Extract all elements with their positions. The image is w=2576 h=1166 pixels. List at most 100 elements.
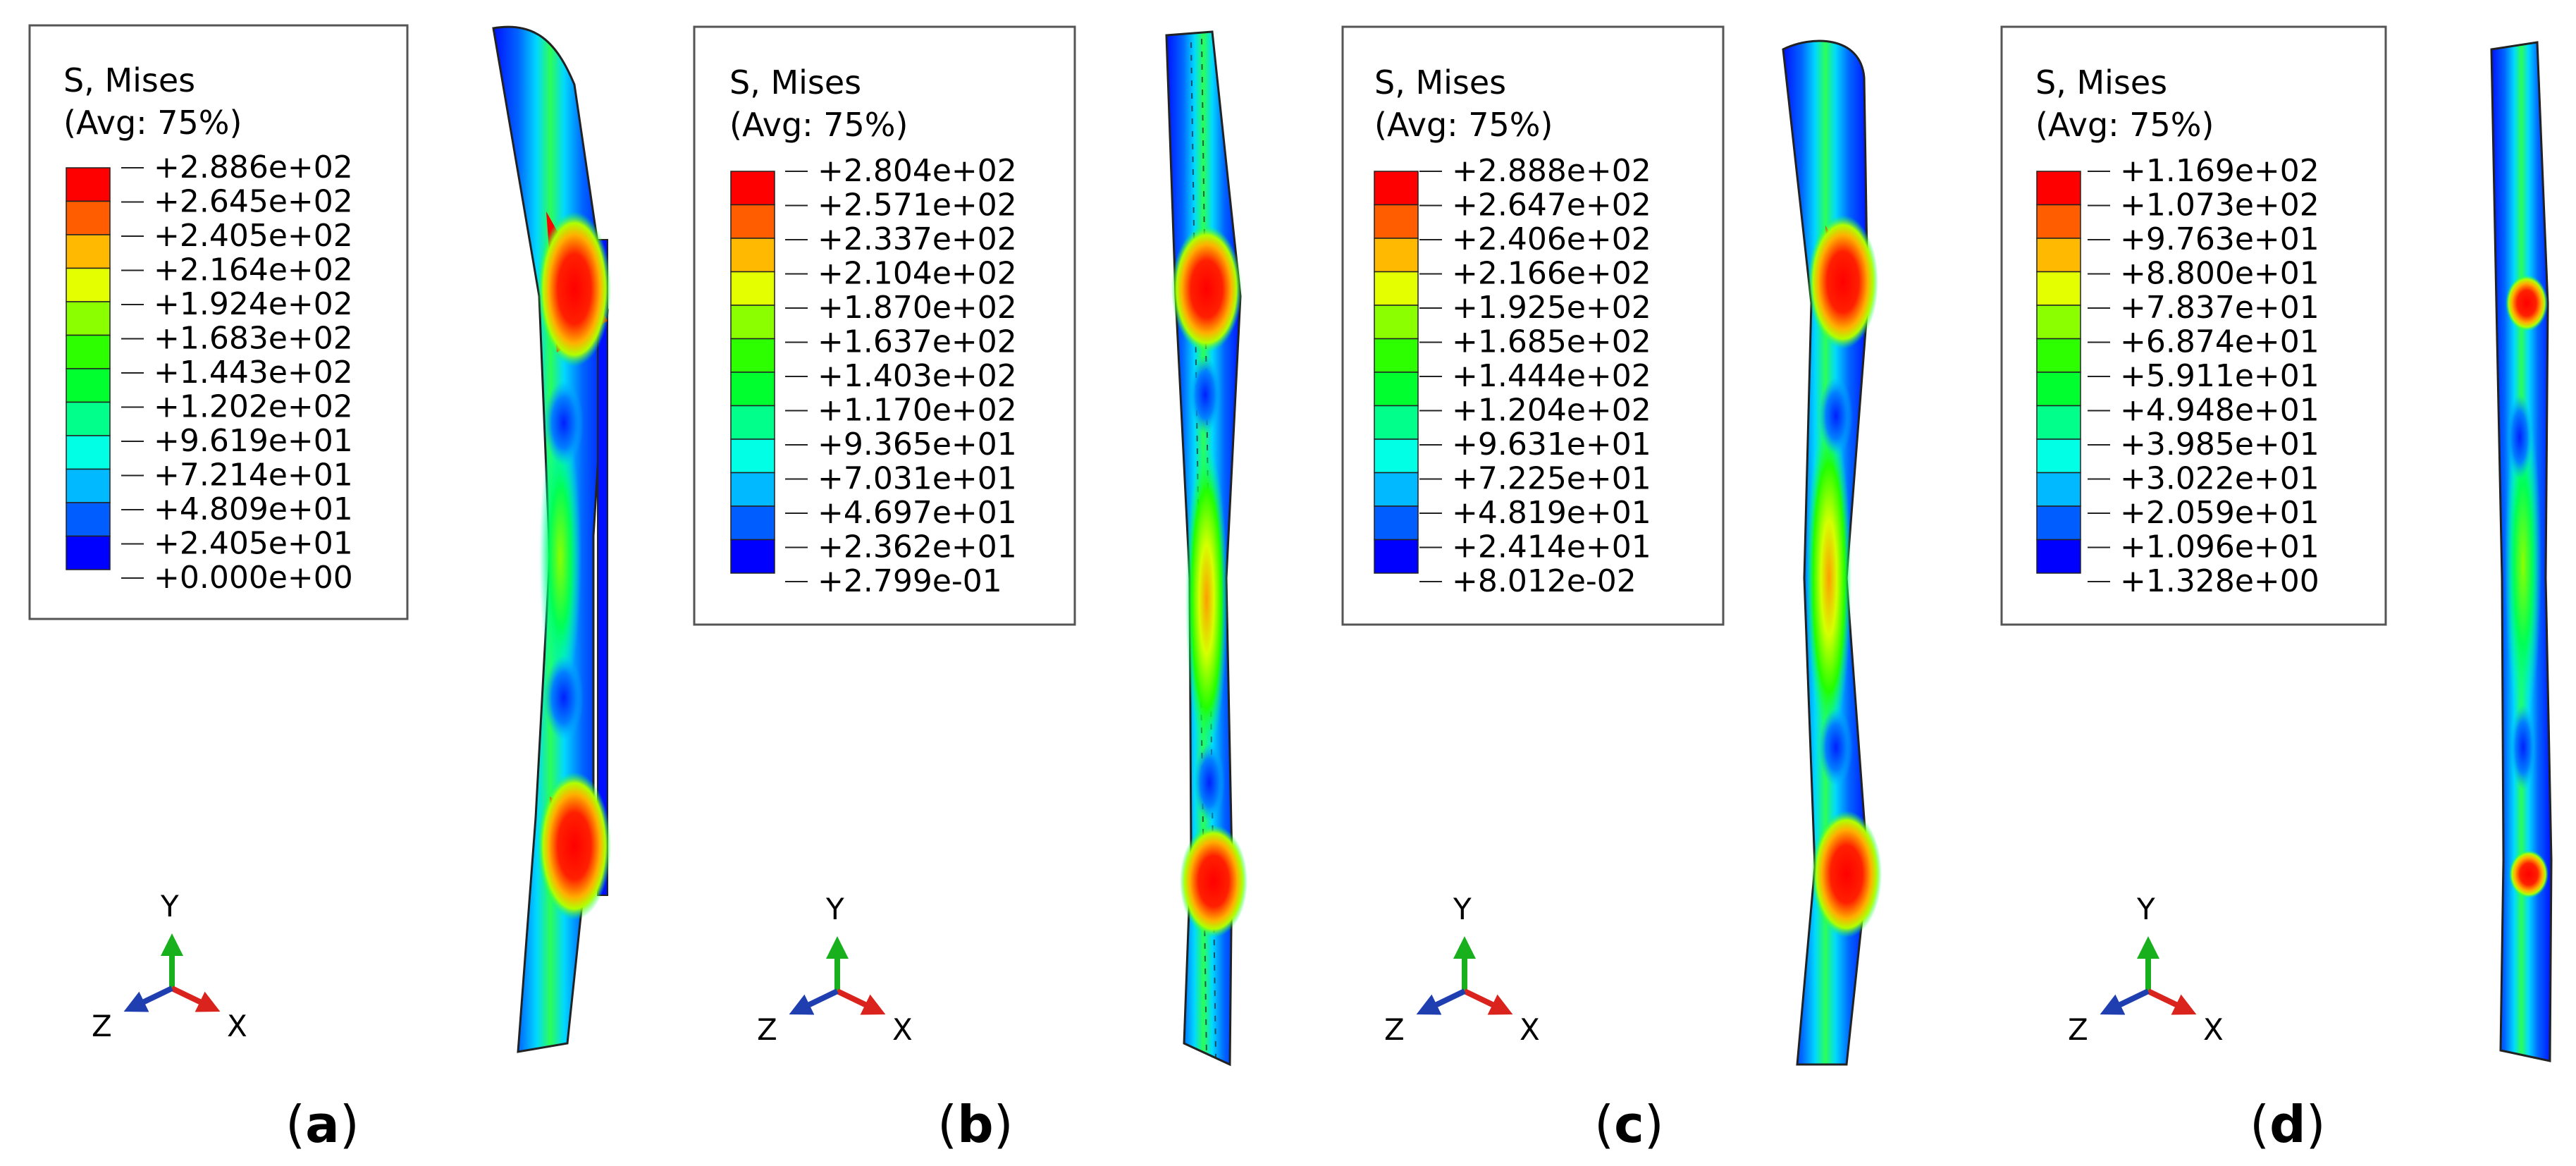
legend-box-c: S, Mises (Avg: 75%) +2.888e+02+2.647e+02… <box>1341 25 1725 626</box>
legend-value-b: +1.403e+02 <box>818 358 1017 394</box>
legend-value-d: +3.022e+01 <box>2120 461 2319 497</box>
legend-value-c: +1.204e+02 <box>1452 393 1651 429</box>
axis-label-z-a: Z <box>92 1009 112 1043</box>
legend-value-a: +7.214e+01 <box>154 458 353 493</box>
legend-title-b: S, Mises <box>729 63 861 102</box>
legend-swatch-b <box>730 171 775 206</box>
legend-value-d: +4.948e+01 <box>2120 393 2319 429</box>
panel-d: S, Mises (Avg: 75%) +1.169e+02+1.073e+02… <box>2000 25 2553 1154</box>
legend-swatch-c <box>1374 171 1419 206</box>
legend-value-b: +2.799e-01 <box>818 563 1002 599</box>
legend-swatch-d <box>2036 305 2081 340</box>
legend-value-a: +2.405e+02 <box>154 218 353 254</box>
legend-swatch-a <box>66 401 111 436</box>
legend-swatch-d <box>2036 539 2081 574</box>
legend-swatch-b <box>730 539 775 574</box>
legend-title-c: S, Mises <box>1374 63 1506 102</box>
legend-value-b: +2.337e+02 <box>818 221 1017 257</box>
legend-swatch-d <box>2036 238 2081 273</box>
caption-b: (b) <box>937 1095 1013 1154</box>
legend-value-c: +4.819e+01 <box>1452 495 1651 531</box>
triad-c: Y Z X <box>1384 892 1540 1047</box>
legend-value-a: +0.000e+00 <box>154 560 353 596</box>
legend-box-a: S, Mises (Avg: 75%) +2.886e+02+2.645e+02… <box>28 24 409 620</box>
panel-b: S, Mises (Avg: 75%) +2.804e+02+2.571e+02… <box>693 25 1247 1154</box>
caption-d: (d) <box>2250 1095 2326 1154</box>
legend-swatch-a <box>66 435 111 470</box>
legend-value-d: +8.800e+01 <box>2120 256 2319 292</box>
legend-value-c: +8.012e-02 <box>1452 563 1637 599</box>
legend-value-c: +2.166e+02 <box>1452 256 1651 292</box>
legend-value-c: +2.647e+02 <box>1452 188 1651 223</box>
legend-title-d: S, Mises <box>2035 63 2167 102</box>
beam-d <box>2490 41 2553 1062</box>
axis-label-x-a: X <box>227 1009 247 1043</box>
legend-swatch-d <box>2036 438 2081 474</box>
legend-swatch-c <box>1374 271 1419 306</box>
legend-value-b: +2.104e+02 <box>818 256 1017 292</box>
legend-value-c: +9.631e+01 <box>1452 426 1651 462</box>
axis-label-x-b: X <box>892 1012 913 1047</box>
legend-value-c: +1.925e+02 <box>1452 290 1651 326</box>
axis-label-y-b: Y <box>825 892 844 926</box>
legend-swatch-b <box>730 305 775 340</box>
legend-value-b: +1.170e+02 <box>818 393 1017 429</box>
legend-swatch-b <box>730 338 775 373</box>
triad-a: Y Z X <box>92 889 247 1043</box>
panel-c: S, Mises (Avg: 75%) +2.888e+02+2.647e+02… <box>1341 25 1882 1154</box>
caption-a: (a) <box>285 1095 359 1154</box>
legend-value-c: +2.888e+02 <box>1452 153 1651 189</box>
legend-swatch-a <box>66 267 111 302</box>
legend-swatch-c <box>1374 305 1419 340</box>
legend-value-a: +2.405e+01 <box>154 526 353 562</box>
legend-value-d: +7.837e+01 <box>2120 290 2319 326</box>
legend-value-d: +1.073e+02 <box>2120 188 2319 223</box>
legend-value-d: +1.328e+00 <box>2120 563 2319 599</box>
legend-swatch-a <box>66 535 111 570</box>
legend-value-a: +1.683e+02 <box>154 321 353 357</box>
legend-value-b: +1.870e+02 <box>818 290 1017 326</box>
legend-swatch-a <box>66 167 111 202</box>
legend-value-d: +9.763e+01 <box>2120 221 2319 257</box>
legend-swatch-c <box>1374 539 1419 574</box>
legend-swatch-a <box>66 334 111 369</box>
triad-b: Y Z X <box>757 892 913 1047</box>
legend-swatch-b <box>730 438 775 474</box>
legend-title-a: S, Mises <box>63 61 195 99</box>
legend-swatch-d <box>2036 372 2081 407</box>
legend-value-d: +6.874e+01 <box>2120 324 2319 360</box>
axis-label-z-d: Z <box>2068 1012 2088 1047</box>
legend-value-c: +1.685e+02 <box>1452 324 1651 360</box>
legend-swatch-b <box>730 271 775 306</box>
legend-swatch-d <box>2036 505 2081 541</box>
legend-swatch-a <box>66 234 111 269</box>
legend-value-d: +1.169e+02 <box>2120 153 2319 189</box>
legend-value-c: +2.406e+02 <box>1452 221 1651 257</box>
legend-swatch-b <box>730 372 775 407</box>
legend-subtitle-c: (Avg: 75%) <box>1374 106 1553 144</box>
legend-swatch-c <box>1374 472 1419 507</box>
legend-value-d: +3.985e+01 <box>2120 426 2319 462</box>
legend-swatch-c <box>1374 238 1419 273</box>
legend-value-c: +2.414e+01 <box>1452 529 1651 565</box>
beam-b <box>1165 30 1247 1067</box>
panel-a: S, Mises (Avg: 75%) +2.886e+02+2.645e+02… <box>28 24 611 1154</box>
legend-swatch-a <box>66 200 111 235</box>
legend-value-a: +4.809e+01 <box>154 491 353 527</box>
legend-subtitle-a: (Avg: 75%) <box>63 104 242 142</box>
legend-value-d: +2.059e+01 <box>2120 495 2319 531</box>
legend-swatch-a <box>66 368 111 403</box>
legend-swatch-b <box>730 238 775 273</box>
legend-value-a: +9.619e+01 <box>154 423 353 459</box>
legend-value-b: +1.637e+02 <box>818 324 1017 360</box>
legend-swatch-d <box>2036 171 2081 206</box>
legend-box-b: S, Mises (Avg: 75%) +2.804e+02+2.571e+02… <box>693 25 1076 626</box>
axis-label-y-c: Y <box>1453 892 1472 926</box>
legend-value-b: +4.697e+01 <box>818 495 1017 531</box>
caption-c: (c) <box>1594 1095 1664 1154</box>
legend-value-a: +1.443e+02 <box>154 355 353 391</box>
legend-swatch-b <box>730 204 775 239</box>
beam-c <box>1782 39 1882 1066</box>
legend-value-d: +1.096e+01 <box>2120 529 2319 565</box>
